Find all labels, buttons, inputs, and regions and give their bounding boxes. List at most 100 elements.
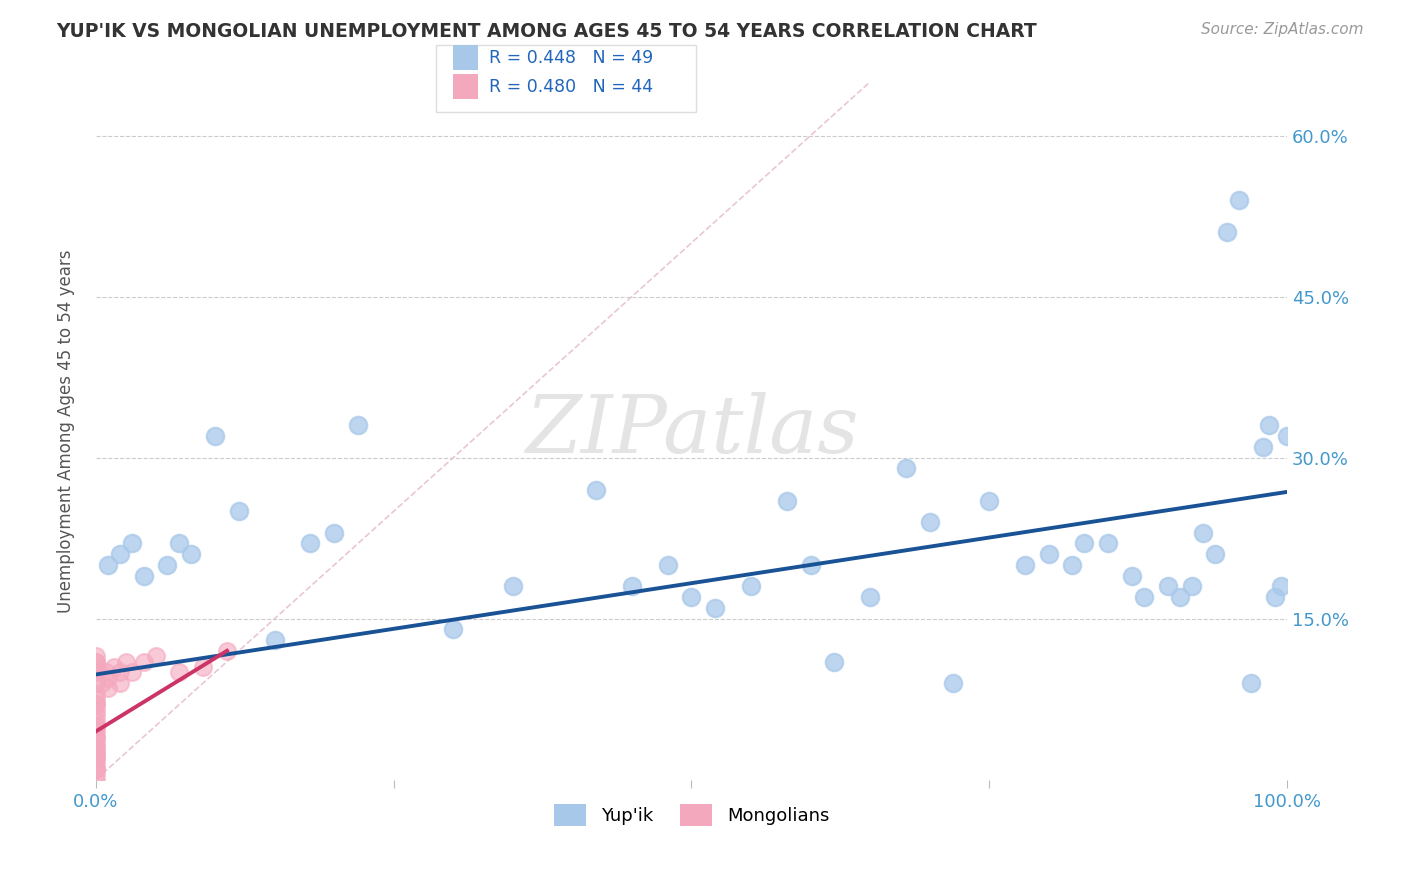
- Point: [263, 633, 285, 648]
- Point: [204, 429, 226, 443]
- Point: [918, 515, 941, 529]
- Point: [657, 558, 679, 572]
- Point: [323, 525, 346, 540]
- Point: [1133, 590, 1156, 604]
- Point: [97, 681, 120, 696]
- Point: [740, 579, 762, 593]
- Point: [84, 719, 107, 733]
- Point: [108, 547, 131, 561]
- Point: [114, 655, 136, 669]
- Text: R = 0.448   N = 49: R = 0.448 N = 49: [489, 48, 654, 67]
- Point: [84, 762, 107, 776]
- Point: [1168, 590, 1191, 604]
- Point: [91, 676, 114, 690]
- Point: [84, 735, 107, 749]
- Point: [121, 536, 143, 550]
- Point: [620, 579, 643, 593]
- Text: YUP'IK VS MONGOLIAN UNEMPLOYMENT AMONG AGES 45 TO 54 YEARS CORRELATION CHART: YUP'IK VS MONGOLIAN UNEMPLOYMENT AMONG A…: [56, 22, 1038, 41]
- Point: [1073, 536, 1095, 550]
- Point: [1157, 579, 1180, 593]
- Text: Source: ZipAtlas.com: Source: ZipAtlas.com: [1201, 22, 1364, 37]
- Point: [823, 655, 845, 669]
- Point: [84, 724, 107, 739]
- Point: [103, 660, 125, 674]
- Point: [215, 644, 238, 658]
- Point: [1192, 525, 1215, 540]
- Point: [84, 740, 107, 755]
- Point: [84, 762, 107, 776]
- Point: [84, 772, 107, 787]
- Point: [1270, 579, 1292, 593]
- Point: [121, 665, 143, 680]
- Point: [84, 730, 107, 744]
- Point: [84, 692, 107, 706]
- Point: [979, 493, 1001, 508]
- Point: [894, 461, 917, 475]
- Point: [1121, 568, 1143, 582]
- Point: [84, 746, 107, 760]
- Point: [1227, 193, 1250, 207]
- Point: [1062, 558, 1084, 572]
- Legend: Yup'ik, Mongolians: Yup'ik, Mongolians: [547, 797, 837, 833]
- Point: [84, 698, 107, 712]
- Point: [84, 751, 107, 765]
- Point: [180, 547, 202, 561]
- Point: [84, 730, 107, 744]
- Point: [132, 655, 155, 669]
- Point: [1097, 536, 1119, 550]
- Point: [228, 504, 250, 518]
- Point: [942, 676, 965, 690]
- Point: [585, 483, 607, 497]
- Point: [84, 655, 107, 669]
- Point: [799, 558, 821, 572]
- Point: [169, 665, 191, 680]
- Point: [84, 714, 107, 728]
- Point: [1038, 547, 1060, 561]
- Point: [156, 558, 179, 572]
- Text: R = 0.480   N = 44: R = 0.480 N = 44: [489, 78, 654, 96]
- Point: [1180, 579, 1202, 593]
- Y-axis label: Unemployment Among Ages 45 to 54 years: Unemployment Among Ages 45 to 54 years: [58, 249, 75, 613]
- Point: [84, 687, 107, 701]
- Point: [1204, 547, 1226, 561]
- Point: [84, 649, 107, 664]
- Text: ZIPatlas: ZIPatlas: [524, 392, 858, 469]
- Point: [84, 746, 107, 760]
- Point: [84, 703, 107, 717]
- Point: [108, 676, 131, 690]
- Point: [84, 740, 107, 755]
- Point: [1240, 676, 1263, 690]
- Point: [1275, 429, 1298, 443]
- Point: [97, 558, 120, 572]
- Point: [84, 751, 107, 765]
- Point: [132, 568, 155, 582]
- Point: [859, 590, 882, 604]
- Point: [704, 600, 727, 615]
- Point: [84, 767, 107, 781]
- Point: [84, 698, 107, 712]
- Point: [84, 676, 107, 690]
- Point: [347, 418, 370, 433]
- Point: [84, 719, 107, 733]
- Point: [1216, 225, 1239, 239]
- Point: [441, 623, 464, 637]
- Point: [169, 536, 191, 550]
- Point: [299, 536, 322, 550]
- Point: [94, 665, 117, 680]
- Point: [84, 708, 107, 723]
- Point: [193, 660, 215, 674]
- Point: [681, 590, 703, 604]
- Point: [84, 655, 107, 669]
- Point: [1014, 558, 1036, 572]
- Point: [145, 649, 167, 664]
- Point: [502, 579, 524, 593]
- Point: [108, 665, 131, 680]
- Point: [776, 493, 799, 508]
- Point: [84, 660, 107, 674]
- Point: [84, 665, 107, 680]
- Point: [97, 671, 120, 685]
- Point: [84, 756, 107, 771]
- Point: [1264, 590, 1286, 604]
- Point: [1251, 440, 1274, 454]
- Point: [1258, 418, 1281, 433]
